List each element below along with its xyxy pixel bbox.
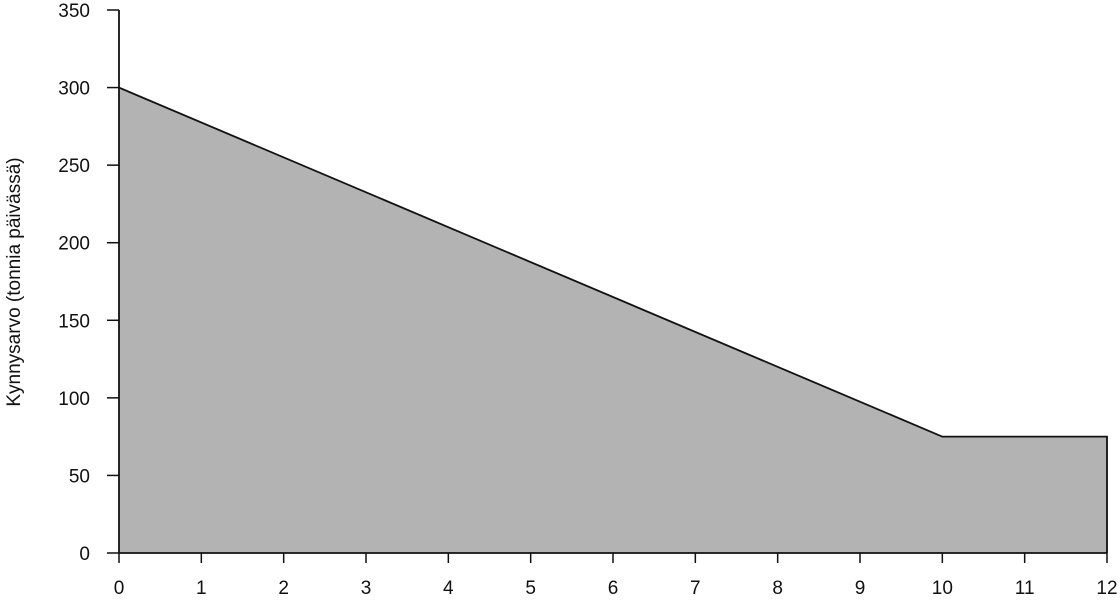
x-tick-label: 6 — [608, 578, 619, 599]
x-tick-label: 3 — [361, 578, 372, 599]
x-tick-label: 8 — [772, 578, 783, 599]
y-tick-label: 150 — [58, 311, 90, 332]
series-line — [118, 86, 1108, 553]
x-tick-label: 0 — [114, 578, 125, 599]
x-tick-label: 4 — [443, 578, 454, 599]
y-tick-label: 300 — [58, 79, 90, 100]
x-tick-label: 1 — [196, 578, 207, 599]
y-axis-title: Kynnysarvo (tonnia päivässä) — [4, 157, 25, 406]
x-tick-label: 9 — [855, 578, 866, 599]
y-tick-label: 250 — [58, 156, 90, 177]
y-tick-label: 200 — [58, 234, 90, 255]
area-fill — [119, 87, 1107, 554]
y-tick-label: 50 — [69, 466, 90, 487]
y-tick-label: 100 — [58, 389, 90, 410]
x-tick-label: 5 — [525, 578, 536, 599]
x-tick-label: 10 — [932, 578, 953, 599]
y-tick-label: 0 — [79, 544, 90, 565]
x-tick-label: 11 — [1015, 578, 1035, 599]
y-tick-label: 350 — [58, 1, 90, 22]
x-tick-label: 7 — [690, 578, 701, 599]
plot-area — [118, 86, 1108, 554]
x-tick-label: 2 — [278, 578, 289, 599]
x-tick-label: 12 — [1096, 578, 1117, 599]
